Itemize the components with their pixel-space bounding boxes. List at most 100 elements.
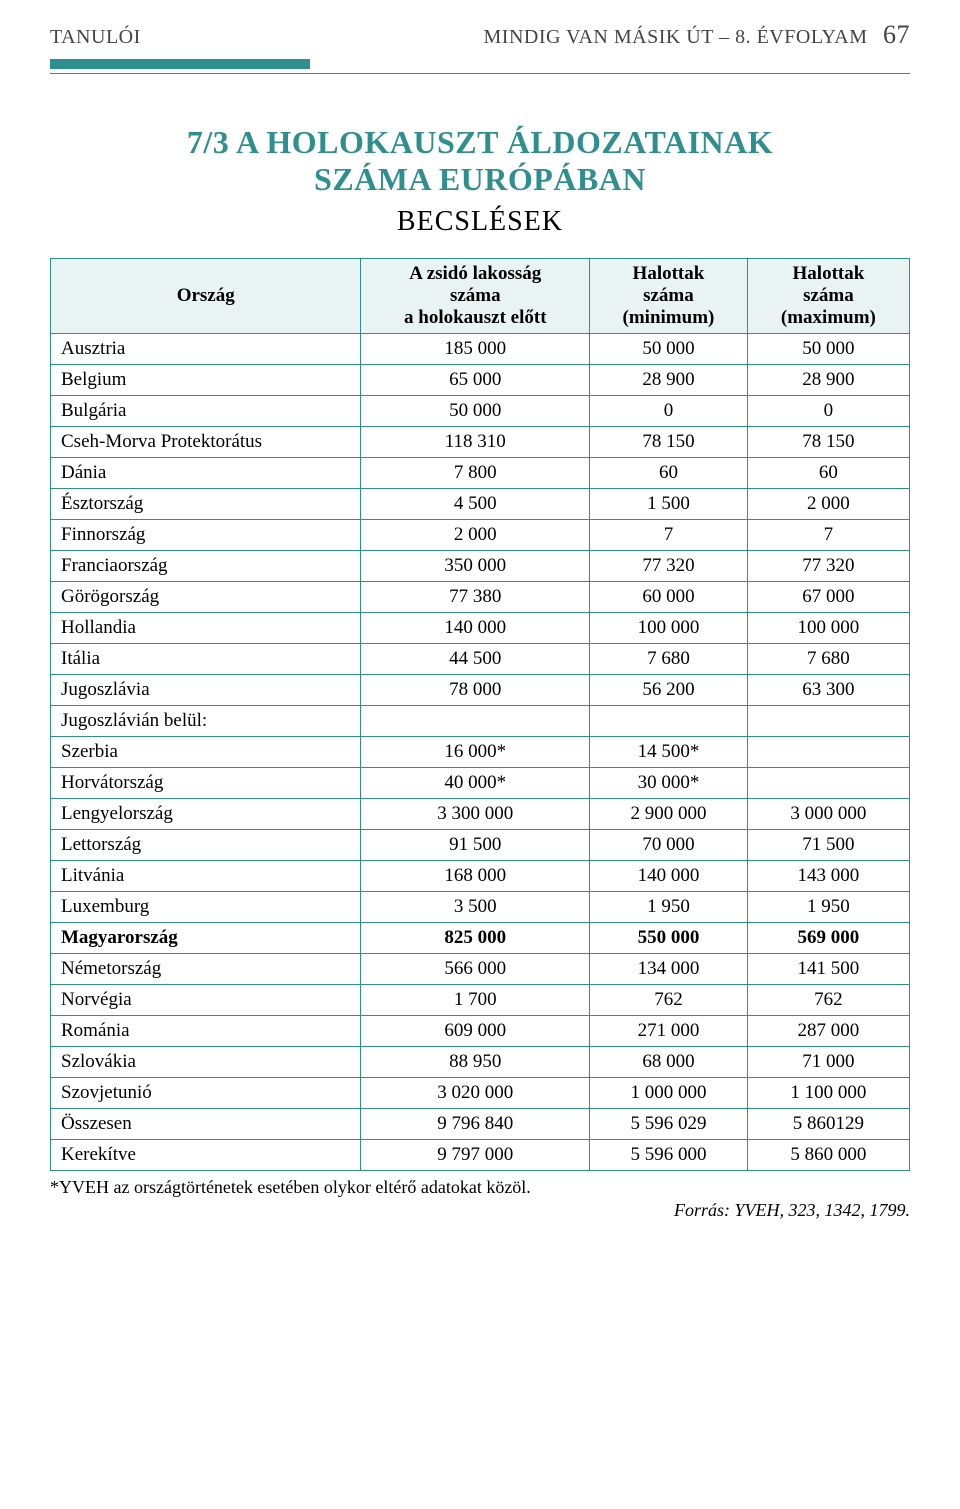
cell-max: 77 320: [747, 551, 909, 582]
cell-min: 5 596 000: [590, 1140, 748, 1171]
cell-min: [590, 706, 748, 737]
cell-country: Összesen: [51, 1109, 361, 1140]
table-row: Ausztria185 00050 00050 000: [51, 334, 910, 365]
cell-max: 28 900: [747, 365, 909, 396]
cell-country: Észtország: [51, 489, 361, 520]
cell-population: 50 000: [361, 396, 590, 427]
cell-population: 9 797 000: [361, 1140, 590, 1171]
cell-max: 71 500: [747, 830, 909, 861]
header-right-title: MINDIG VAN MÁSIK ÚT – 8. ÉVFOLYAM: [484, 26, 868, 48]
cell-min: 28 900: [590, 365, 748, 396]
cell-population: 16 000*: [361, 737, 590, 768]
cell-max: 5 860 000: [747, 1140, 909, 1171]
rule-thick-icon: [50, 59, 310, 69]
cell-min: 140 000: [590, 861, 748, 892]
table-row: Németország566 000134 000141 500: [51, 954, 910, 985]
table-header-row: Ország A zsidó lakosság száma a holokaus…: [51, 259, 910, 334]
cell-country: Németország: [51, 954, 361, 985]
cell-country: Lengyelország: [51, 799, 361, 830]
table-row: Bulgária50 00000: [51, 396, 910, 427]
cell-max: 2 000: [747, 489, 909, 520]
table-row: Finnország2 00077: [51, 520, 910, 551]
cell-population: [361, 706, 590, 737]
table-row: Görögország77 38060 00067 000: [51, 582, 910, 613]
cell-population: 825 000: [361, 923, 590, 954]
cell-min: 30 000*: [590, 768, 748, 799]
cell-country: Szlovákia: [51, 1047, 361, 1078]
cell-max: 569 000: [747, 923, 909, 954]
cell-max: 7: [747, 520, 909, 551]
cell-population: 3 500: [361, 892, 590, 923]
cell-max: 1 950: [747, 892, 909, 923]
table-row: Franciaország350 00077 32077 320: [51, 551, 910, 582]
header-left: TANULÓI: [50, 26, 141, 49]
cell-min: 70 000: [590, 830, 748, 861]
cell-country: Itália: [51, 644, 361, 675]
cell-max: [747, 737, 909, 768]
page-title: 7/3 A HOLOKAUSZT ÁLDOZATAINAK SZÁMA EURÓ…: [50, 124, 910, 198]
cell-max: [747, 768, 909, 799]
table-row: Cseh-Morva Protektorátus118 31078 15078 …: [51, 427, 910, 458]
source-text: YVEH, 323, 1342, 1799.: [730, 1200, 910, 1220]
cell-country: Dánia: [51, 458, 361, 489]
cell-country: Norvégia: [51, 985, 361, 1016]
cell-min: 60: [590, 458, 748, 489]
title-line-1: 7/3 A HOLOKAUSZT ÁLDOZATAINAK: [187, 124, 773, 160]
cell-country: Kerekítve: [51, 1140, 361, 1171]
page-number: 67: [883, 20, 910, 49]
cell-min: 762: [590, 985, 748, 1016]
cell-country: Cseh-Morva Protektorátus: [51, 427, 361, 458]
cell-country: Horvátország: [51, 768, 361, 799]
table-row: Norvégia1 700762762: [51, 985, 910, 1016]
title-line-2: SZÁMA EURÓPÁBAN: [50, 161, 910, 198]
cell-min: 7: [590, 520, 748, 551]
cell-country: Belgium: [51, 365, 361, 396]
cell-population: 3 020 000: [361, 1078, 590, 1109]
cell-population: 7 800: [361, 458, 590, 489]
col-header-text: Ország: [177, 285, 235, 306]
cell-population: 350 000: [361, 551, 590, 582]
cell-min: 100 000: [590, 613, 748, 644]
cell-max: 63 300: [747, 675, 909, 706]
table-row: Magyarország825 000550 000569 000: [51, 923, 910, 954]
cell-min: 2 900 000: [590, 799, 748, 830]
cell-population: 3 300 000: [361, 799, 590, 830]
cell-country: Hollandia: [51, 613, 361, 644]
source-citation: Forrás: YVEH, 323, 1342, 1799.: [50, 1200, 910, 1221]
col-header-text: a holokauszt előtt: [404, 307, 547, 328]
table-row: Dánia7 8006060: [51, 458, 910, 489]
cell-country: Görögország: [51, 582, 361, 613]
table-row: Itália44 5007 6807 680: [51, 644, 910, 675]
cell-population: 185 000: [361, 334, 590, 365]
cell-population: 91 500: [361, 830, 590, 861]
cell-min: 134 000: [590, 954, 748, 985]
cell-max: 78 150: [747, 427, 909, 458]
table-row: Jugoszlávia78 00056 20063 300: [51, 675, 910, 706]
table-row: Szovjetunió3 020 0001 000 0001 100 000: [51, 1078, 910, 1109]
table-body: Ausztria185 00050 00050 000Belgium65 000…: [51, 334, 910, 1171]
cell-country: Jugoszlávián belül:: [51, 706, 361, 737]
rule-thin-icon: [50, 73, 910, 74]
cell-population: 4 500: [361, 489, 590, 520]
cell-min: 78 150: [590, 427, 748, 458]
cell-max: 762: [747, 985, 909, 1016]
cell-country: Románia: [51, 1016, 361, 1047]
cell-country: Litvánia: [51, 861, 361, 892]
cell-min: 1 950: [590, 892, 748, 923]
col-header-country: Ország: [51, 259, 361, 334]
cell-population: 77 380: [361, 582, 590, 613]
cell-population: 118 310: [361, 427, 590, 458]
cell-population: 78 000: [361, 675, 590, 706]
table-row: Hollandia140 000100 000100 000: [51, 613, 910, 644]
cell-min: 50 000: [590, 334, 748, 365]
cell-max: 141 500: [747, 954, 909, 985]
cell-min: 7 680: [590, 644, 748, 675]
cell-country: Bulgária: [51, 396, 361, 427]
cell-min: 1 000 000: [590, 1078, 748, 1109]
table-row: Szerbia16 000*14 500*: [51, 737, 910, 768]
table-row: Észtország4 5001 5002 000: [51, 489, 910, 520]
table-row: Lettország91 50070 00071 500: [51, 830, 910, 861]
cell-population: 44 500: [361, 644, 590, 675]
cell-population: 88 950: [361, 1047, 590, 1078]
table-row: Szlovákia88 95068 00071 000: [51, 1047, 910, 1078]
